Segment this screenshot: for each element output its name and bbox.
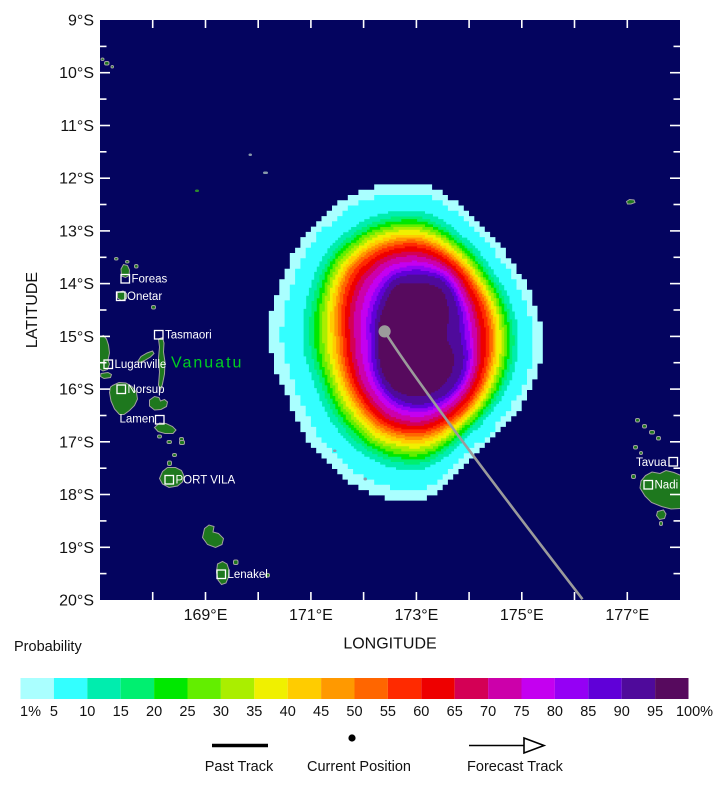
svg-text:100%: 100%	[676, 704, 713, 720]
svg-text:50: 50	[346, 704, 362, 720]
svg-text:169°E: 169°E	[184, 607, 228, 624]
svg-text:1%: 1%	[20, 704, 41, 720]
svg-text:85: 85	[580, 704, 596, 720]
svg-text:5: 5	[50, 704, 58, 720]
svg-text:15: 15	[113, 704, 129, 720]
svg-text:Tavua: Tavua	[636, 457, 667, 469]
svg-text:12°S: 12°S	[59, 171, 94, 188]
svg-text:17°S: 17°S	[59, 434, 94, 451]
svg-text:90: 90	[614, 704, 630, 720]
svg-text:30: 30	[213, 704, 229, 720]
svg-text:13°S: 13°S	[59, 223, 94, 240]
svg-text:175°E: 175°E	[500, 607, 544, 624]
svg-text:Onetar: Onetar	[127, 291, 162, 303]
svg-text:95: 95	[647, 704, 663, 720]
svg-text:35: 35	[246, 704, 262, 720]
svg-text:171°E: 171°E	[289, 607, 333, 624]
svg-text:Nadi: Nadi	[655, 480, 679, 492]
svg-text:Foreas: Foreas	[132, 274, 168, 286]
svg-text:20°S: 20°S	[59, 593, 94, 610]
svg-text:Tasmaori: Tasmaori	[165, 330, 212, 342]
svg-text:18°S: 18°S	[59, 487, 94, 504]
svg-text:9°S: 9°S	[68, 13, 94, 30]
svg-text:LONGITUDE: LONGITUDE	[343, 636, 436, 653]
svg-text:25: 25	[179, 704, 195, 720]
svg-text:173°E: 173°E	[395, 607, 439, 624]
svg-text:11°S: 11°S	[60, 118, 94, 135]
svg-text:60: 60	[413, 704, 429, 720]
svg-text:40: 40	[280, 704, 296, 720]
svg-text:Past Track: Past Track	[205, 759, 274, 775]
svg-text:Forecast Track: Forecast Track	[467, 759, 564, 775]
svg-text:Probability: Probability	[14, 639, 82, 655]
svg-text:Vanuatu: Vanuatu	[171, 355, 243, 372]
svg-text:14°S: 14°S	[59, 276, 94, 293]
svg-text:45: 45	[313, 704, 329, 720]
svg-text:PORT VILA: PORT VILA	[176, 475, 236, 487]
svg-text:55: 55	[380, 704, 396, 720]
svg-text:LATITUDE: LATITUDE	[24, 272, 41, 348]
svg-text:Current Position: Current Position	[307, 759, 411, 775]
svg-text:Luganville: Luganville	[115, 359, 167, 371]
svg-text:10: 10	[79, 704, 95, 720]
svg-text:10°S: 10°S	[59, 65, 94, 82]
svg-text:177°E: 177°E	[605, 607, 649, 624]
svg-text:65: 65	[447, 704, 463, 720]
svg-text:Lamen: Lamen	[120, 414, 155, 426]
svg-text:16°S: 16°S	[59, 382, 94, 399]
svg-text:19°S: 19°S	[59, 540, 94, 557]
svg-text:75: 75	[513, 704, 529, 720]
svg-text:80: 80	[547, 704, 563, 720]
svg-text:20: 20	[146, 704, 162, 720]
svg-text:15°S: 15°S	[59, 329, 94, 346]
svg-text:70: 70	[480, 704, 496, 720]
svg-text:Norsup: Norsup	[128, 384, 165, 396]
svg-text:Lenakel: Lenakel	[228, 569, 268, 581]
